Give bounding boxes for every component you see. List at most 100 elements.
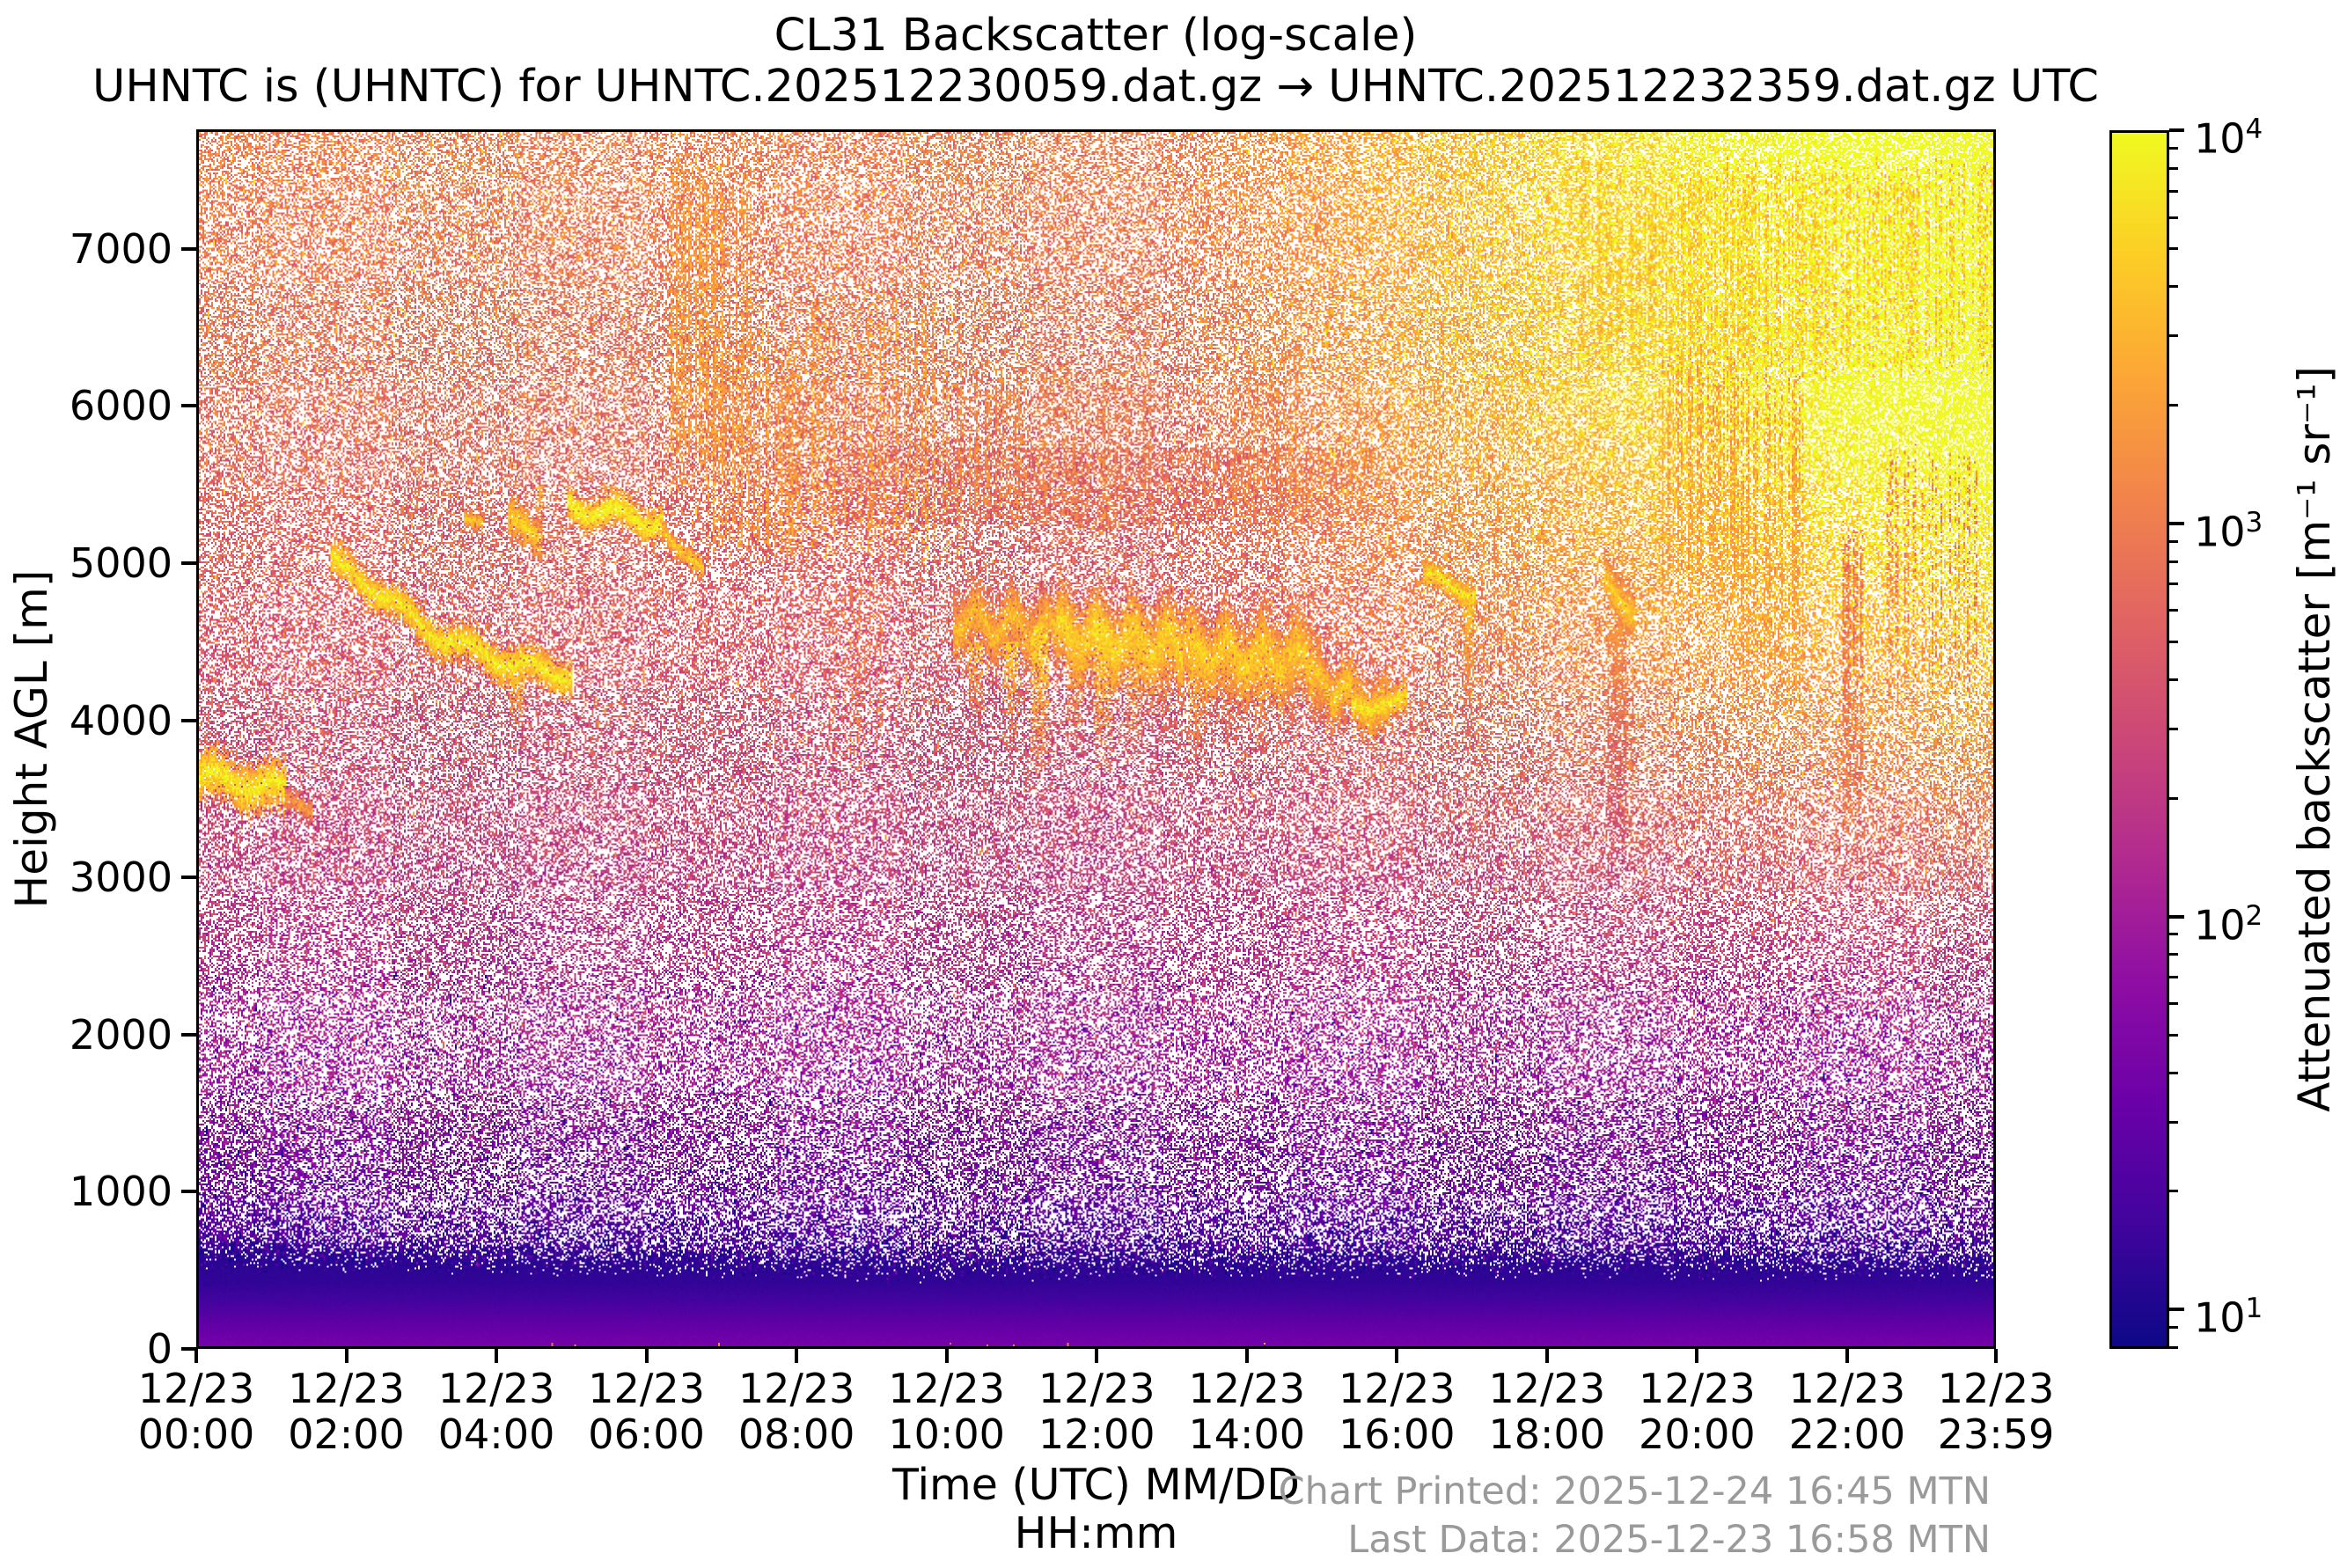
y-tick-mark [181,718,196,722]
x-tick-label: 12/23 23:59 [1899,1366,2093,1457]
y-tick-mark [181,1032,196,1037]
x-tick-time: 00:00 [137,1410,255,1458]
y-tick-mark [181,561,196,565]
y-tick-mark [181,1347,196,1351]
colorbar [2109,130,2169,1349]
x-tick-mark [944,1349,949,1363]
x-axis-label-line1: Time (UTC) MM/DD [892,1460,1300,1510]
y-tick-label: 3000 [69,854,172,902]
colorbar-minor-tick-mark [2169,933,2178,936]
colorbar-minor-tick-mark [2169,1190,2178,1193]
y-tick-mark [181,1190,196,1194]
footer-info: Chart Printed: 2025-12-24 16:45 MTN Last… [0,1468,1991,1564]
x-tick-time: 18:00 [1488,1410,1606,1458]
colorbar-tick-label: 103 [2194,506,2263,556]
y-tick-label: 6000 [69,382,172,430]
x-tick-time: 23:59 [1937,1410,2055,1458]
x-tick-date: 12/23 [288,1365,405,1412]
x-tick-label: 12/23 06:00 [550,1366,744,1457]
colorbar-minor-tick-mark [2169,1033,2178,1037]
x-tick-date: 12/23 [737,1365,855,1412]
colorbar-minor-tick-mark [2169,560,2178,563]
colorbar-minor-tick-mark [2169,539,2178,543]
colorbar-tick-label: 101 [2194,1293,2263,1342]
y-tick-label: 2000 [69,1010,172,1059]
colorbar-minor-tick-mark [2169,189,2178,193]
colorbar-minor-tick-mark [2169,727,2178,730]
colorbar-minor-tick-mark [2169,146,2178,150]
y-tick-label: 1000 [69,1168,172,1216]
x-tick-mark [1695,1349,1699,1363]
colorbar-minor-tick-mark [2169,609,2178,612]
x-tick-time: 20:00 [1639,1410,1756,1458]
colorbar-tick-mark [2169,521,2184,525]
x-tick-time: 10:00 [888,1410,1005,1458]
colorbar-minor-tick-mark [2169,285,2178,289]
colorbar-minor-tick-mark [2169,1002,2178,1006]
x-tick-mark [1395,1349,1399,1363]
colorbar-minor-tick-mark [2169,246,2178,250]
x-tick-time: 12:00 [1038,1410,1155,1458]
x-tick-label: 12/23 02:00 [250,1366,444,1457]
x-tick-date: 12/23 [137,1365,255,1412]
x-tick-time: 08:00 [737,1410,855,1458]
x-tick-date: 12/23 [1788,1365,1906,1412]
y-tick-mark [181,246,196,251]
x-tick-label: 12/23 00:00 [99,1366,293,1457]
x-tick-date: 12/23 [1338,1365,1456,1412]
y-tick-label: 5000 [69,539,172,587]
x-tick-mark [644,1349,649,1363]
x-tick-label: 12/23 22:00 [1750,1366,1944,1457]
x-tick-mark [495,1349,499,1363]
x-tick-time: 06:00 [588,1410,705,1458]
x-tick-date: 12/23 [1488,1365,1606,1412]
y-tick-label: 7000 [69,224,172,273]
x-tick-mark [194,1349,198,1363]
y-tick-mark [181,404,196,408]
colorbar-minor-tick-mark [2169,1326,2178,1330]
x-tick-mark [1994,1349,1998,1363]
colorbar-minor-tick-mark [2169,1346,2178,1350]
colorbar-minor-tick-mark [2169,216,2178,219]
x-tick-mark [1095,1349,1099,1363]
plot-area [196,129,1996,1349]
chart-printed-text: Chart Printed: 2025-12-24 16:45 MTN [1278,1469,1991,1513]
x-tick-label: 12/23 18:00 [1450,1366,1644,1457]
colorbar-minor-tick-mark [2169,640,2178,643]
colorbar-minor-tick-mark [2169,1071,2178,1074]
colorbar-minor-tick-mark [2169,334,2178,338]
colorbar-minor-tick-mark [2169,796,2178,800]
colorbar-tick-mark [2169,1308,2184,1312]
x-tick-time: 16:00 [1338,1410,1456,1458]
chart-subtitle: UHNTC is (UHNTC) for UHNTC.202512230059.… [92,61,2099,113]
x-tick-label: 12/23 12:00 [1000,1366,1193,1457]
x-tick-mark [1845,1349,1849,1363]
colorbar-minor-tick-mark [2169,583,2178,586]
x-tick-label: 12/23 16:00 [1300,1366,1493,1457]
x-tick-date: 12/23 [437,1365,555,1412]
x-tick-date: 12/23 [588,1365,705,1412]
colorbar-minor-tick-mark [2169,678,2178,682]
chart-title: CL31 Backscatter (log-scale) [774,10,1418,62]
colorbar-minor-tick-mark [2169,953,2178,956]
x-tick-date: 12/23 [1639,1365,1756,1412]
y-tick-label: 4000 [69,696,172,744]
x-tick-mark [1244,1349,1249,1363]
y-tick-label: 0 [146,1325,172,1373]
x-tick-label: 12/23 14:00 [1150,1366,1344,1457]
x-tick-time: 22:00 [1788,1410,1906,1458]
y-tick-mark [181,876,196,880]
colorbar-label: Attenuated backscatter [m⁻¹ sr⁻¹] [2289,366,2340,1112]
colorbar-gradient [2112,133,2167,1346]
colorbar-minor-tick-mark [2169,403,2178,407]
x-tick-label: 12/23 20:00 [1600,1366,1794,1457]
colorbar-minor-tick-mark [2169,1120,2178,1124]
x-tick-time: 02:00 [288,1410,405,1458]
colorbar-tick-mark [2169,914,2184,919]
x-axis-label-line2: HH:mm [1014,1508,1178,1558]
colorbar-minor-tick-mark [2169,976,2178,979]
x-tick-mark [1544,1349,1549,1363]
x-tick-label: 12/23 10:00 [850,1366,1044,1457]
heatmap-canvas [199,132,1993,1346]
